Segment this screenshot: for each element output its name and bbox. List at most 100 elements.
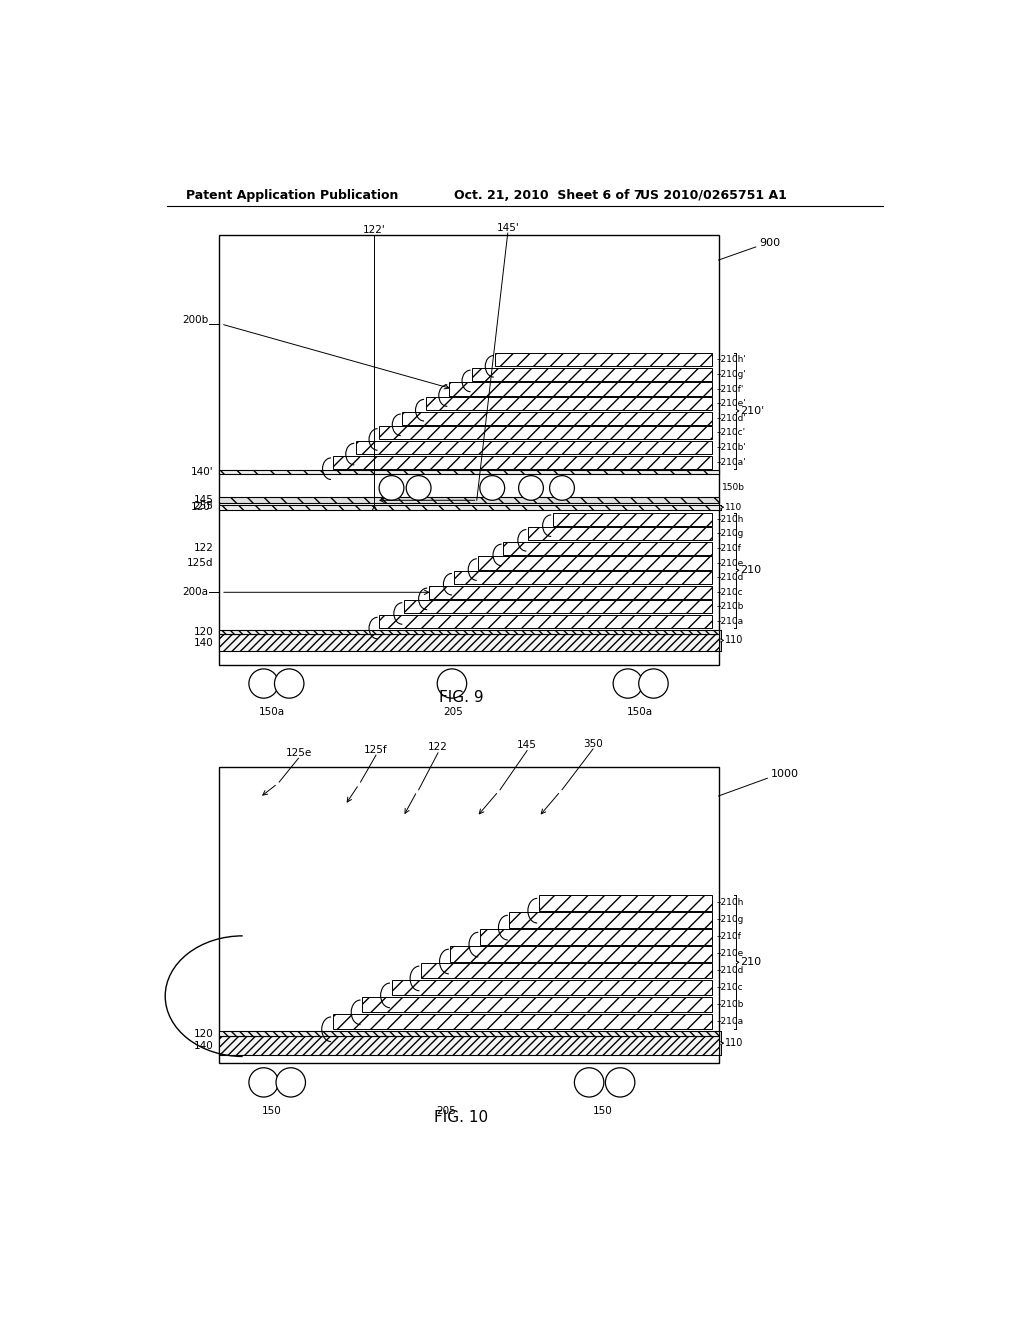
Text: Oct. 21, 2010  Sheet 6 of 7: Oct. 21, 2010 Sheet 6 of 7 [454,189,642,202]
Text: 350: 350 [583,739,603,748]
Bar [379,426,713,440]
Text: –210e': –210e' [716,399,745,408]
Text: 145: 145 [517,741,537,750]
Text: 200b: 200b [182,315,209,325]
Circle shape [379,475,403,500]
Text: 120': 120' [190,502,213,512]
Text: 200a: 200a [182,587,208,597]
Text: –210d: –210d [716,966,743,975]
Bar [553,512,713,525]
Text: 122': 122' [364,224,386,235]
Text: –210g: –210g [716,529,743,539]
Text: 110: 110 [725,503,742,512]
Circle shape [639,669,669,698]
Bar [429,586,713,599]
Bar [219,1031,719,1036]
Text: 125d: 125d [186,558,213,568]
Text: –210c': –210c' [716,429,745,437]
Circle shape [249,669,279,698]
Bar [503,543,713,554]
Bar [219,498,719,503]
Circle shape [605,1068,635,1097]
Text: 900: 900 [760,238,780,248]
Bar [219,767,719,1063]
Bar [219,1036,719,1056]
Text: 150: 150 [593,1106,612,1115]
Text: 140: 140 [194,638,213,648]
Bar [451,946,713,961]
Bar [219,235,719,665]
Bar [219,635,719,651]
Bar [478,557,713,570]
Text: –210f': –210f' [716,384,743,393]
Circle shape [249,1068,279,1097]
Text: 150b: 150b [722,483,745,492]
Text: 120: 120 [194,1028,213,1039]
Text: 145: 145 [194,495,213,506]
Text: 125f: 125f [365,744,388,755]
Text: –210a': –210a' [716,458,745,467]
Bar [333,455,713,469]
Text: FIG. 9: FIG. 9 [439,690,483,705]
Circle shape [550,475,574,500]
Bar [421,964,713,978]
Text: –210e: –210e [716,558,743,568]
Text: 120: 120 [194,627,213,638]
Bar [333,1014,713,1030]
Text: –210h: –210h [716,899,743,907]
Bar [509,912,713,928]
Text: 205: 205 [436,1106,456,1115]
Circle shape [274,669,304,698]
Bar [426,397,713,411]
Circle shape [518,475,544,500]
Bar [472,368,713,381]
Text: US 2010/0265751 A1: US 2010/0265751 A1 [640,189,786,202]
Text: 140: 140 [194,1041,213,1051]
Text: –210b: –210b [716,602,743,611]
Bar [219,470,719,474]
Circle shape [574,1068,604,1097]
Text: –210g': –210g' [716,370,746,379]
Bar [454,572,713,585]
Text: 145': 145' [497,223,519,232]
Bar [391,979,713,995]
Circle shape [407,475,431,500]
Bar [539,895,713,911]
Bar [219,506,719,510]
Text: –210g: –210g [716,916,743,924]
Text: Patent Application Publication: Patent Application Publication [186,189,398,202]
Text: –210f: –210f [716,544,741,553]
Circle shape [437,669,467,698]
Text: 110: 110 [725,1038,743,1048]
Text: –210f: –210f [716,932,741,941]
Bar [402,412,713,425]
Bar [480,929,713,945]
Text: –210b: –210b [716,1001,743,1008]
Text: 122: 122 [428,742,447,752]
Text: –210h: –210h [716,515,743,524]
Bar [496,354,713,367]
Text: 110: 110 [725,635,743,645]
Text: 150a: 150a [627,708,652,717]
Bar [356,441,713,454]
Text: 255: 255 [194,502,213,511]
Text: –210e: –210e [716,949,743,958]
Text: –210a: –210a [716,616,743,626]
Text: –210h': –210h' [716,355,746,364]
Text: 150a: 150a [258,708,285,717]
Bar [379,615,713,628]
Bar [449,383,713,396]
Text: –210c: –210c [716,983,742,993]
Text: –210d: –210d [716,573,743,582]
Text: 140': 140' [190,467,213,477]
Text: 210: 210 [740,565,762,576]
Text: 210': 210' [740,407,765,416]
Text: –210d': –210d' [716,413,746,422]
Text: 1000: 1000 [771,770,800,779]
Bar [403,601,713,614]
Text: 125e: 125e [286,748,311,758]
Bar [528,527,713,540]
Text: 205: 205 [443,708,464,717]
Bar [219,630,719,635]
Text: –210c: –210c [716,587,742,597]
